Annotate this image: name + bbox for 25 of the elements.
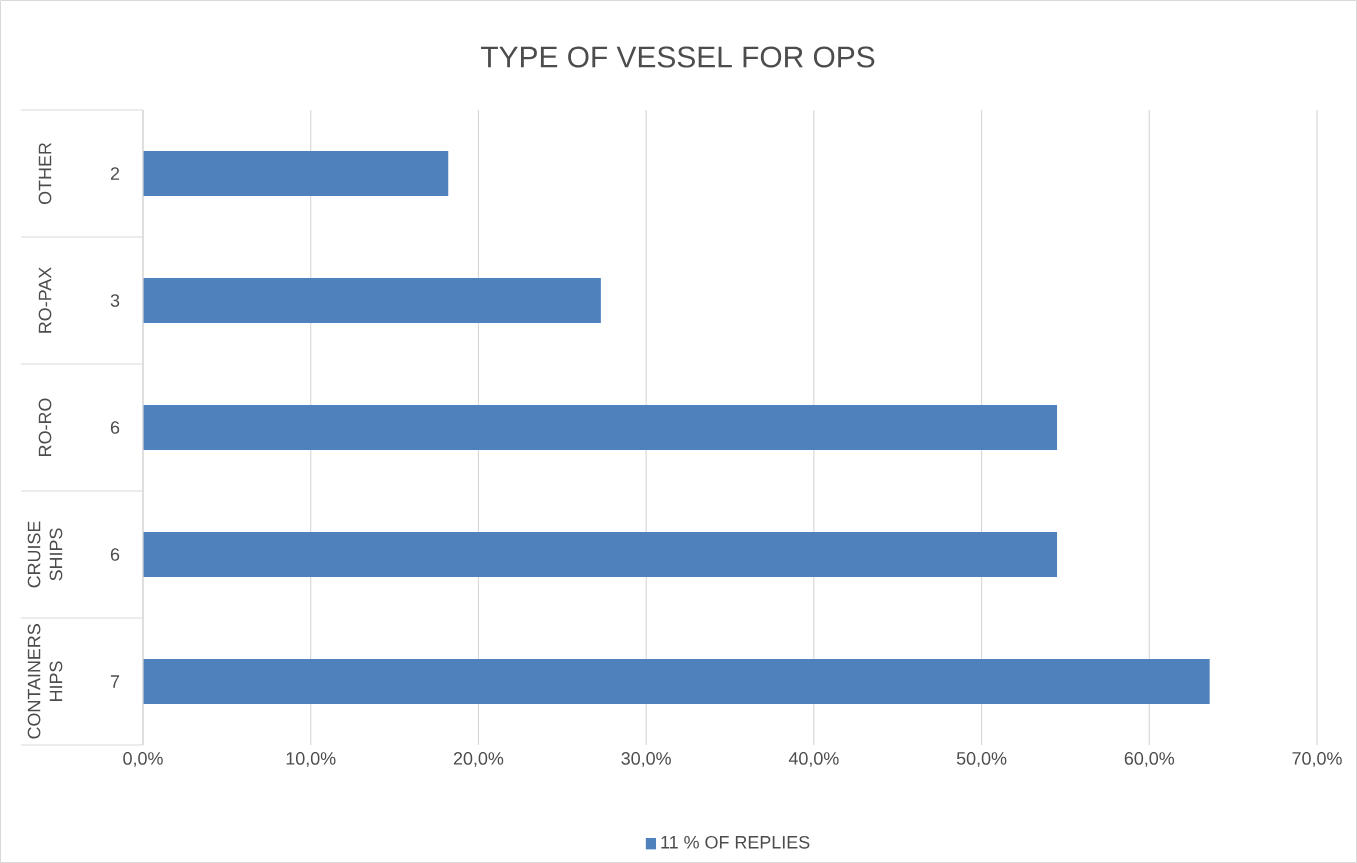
legend-label: 11 % OF REPLIES (661, 835, 810, 849)
x-tick-label: 20,0% (453, 752, 504, 767)
bar (143, 658, 1210, 705)
y-tick-label: RO-PAX (38, 267, 52, 333)
y-tick-label: RO-RO (38, 398, 52, 456)
bar (143, 404, 1058, 451)
x-tick-label: 30,0% (621, 752, 671, 767)
x-tick-label: 50,0% (956, 752, 1007, 767)
y-tick-label: CRUISE SHIPS (27, 521, 63, 588)
y-tick-label: OTHER (38, 142, 52, 205)
text: 6 (110, 548, 120, 561)
chart-title: TYPE OF VESSEL FOR OPS (481, 46, 875, 68)
text: 6 (110, 421, 120, 434)
text: 2 (110, 167, 120, 180)
text: 7 (110, 675, 120, 688)
x-tick-label: 60,0% (1124, 752, 1175, 767)
y-tick-label: CONTAINERS HIPS (27, 624, 63, 739)
bar (143, 277, 601, 324)
bar (143, 150, 449, 197)
bar (143, 531, 1058, 578)
x-tick-label: 40,0% (788, 752, 839, 767)
x-tick-label: 0,0% (123, 752, 163, 767)
text: 3 (110, 294, 120, 307)
x-tick-label: 10,0% (286, 752, 336, 767)
x-tick-label: 70,0% (1292, 752, 1342, 767)
